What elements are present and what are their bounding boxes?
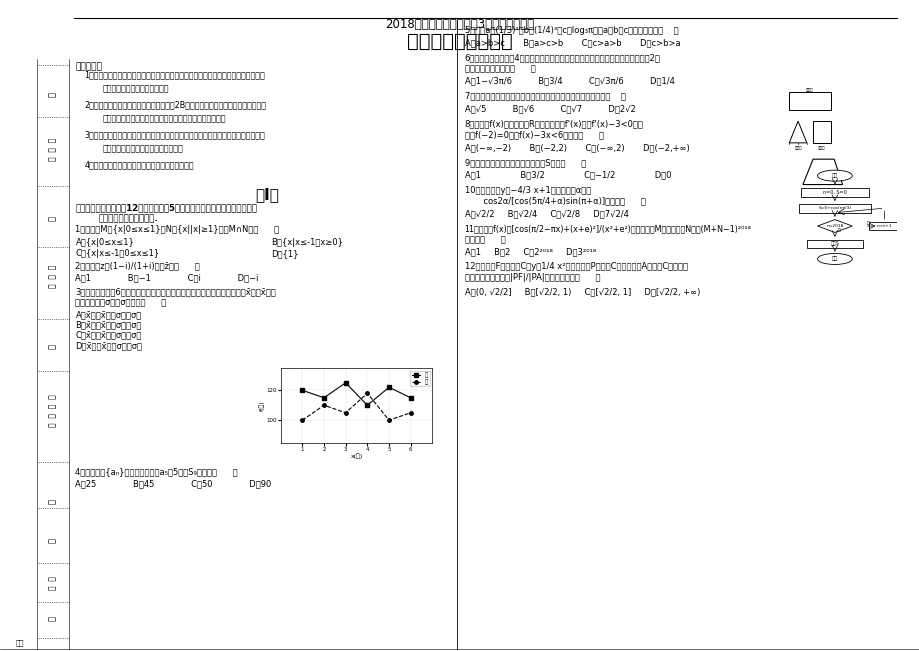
Text: cos2α/[cos(5π/4+α)sin(π+α)]的值为（      ）: cos2α/[cos(5π/4+α)sin(π+α)]的值为（ ） [464, 197, 645, 206]
Text: 3．非选择题的作答：用签字笔直接答在答题卡上对应的答题区域内。写在试题卷、草: 3．非选择题的作答：用签字笔直接答在答题卡上对应的答题区域内。写在试题卷、草 [85, 130, 265, 139]
Text: 1．设集合M＝{x|0≤x≤1}，N＝{x||x|≥1}，则M∩N＝（      ）: 1．设集合M＝{x|0≤x≤1}，N＝{x||x|≥1}，则M∩N＝（ ） [75, 225, 279, 234]
Text: A．a>b>c       B．a>c>b       C．c>a>b       D．c>b>a: A．a>b>c B．a>c>b C．c>a>b D．c>b>a [464, 38, 679, 48]
Text: 10．已知直线y＝−4/3 x+1的倾斜角为α，则: 10．已知直线y＝−4/3 x+1的倾斜角为α，则 [464, 186, 590, 195]
Text: A．1               B．3/2               C．−1/2               D．0: A．1 B．3/2 C．−1/2 D．0 [464, 171, 670, 180]
Text: A．√2/2     B．√2/4     C．√2/8     D．7√2/4: A．√2/2 B．√2/4 C．√2/8 D．7√2/4 [464, 209, 628, 218]
Text: 有一项是符合题目要求的.: 有一项是符合题目要求的. [98, 214, 158, 223]
Bar [800, 187, 868, 197]
Text: 其对称轴的交点，则|PF|/|PA|的取值范围是（      ）: 其对称轴的交点，则|PF|/|PA|的取值范围是（ ） [464, 273, 599, 283]
Text: B．{x|x≤-1或x≥0}: B．{x|x≤-1或x≥0} [271, 238, 343, 247]
Text: 2018届高三好教育云平台3月份内部特供卷: 2018届高三好教育云平台3月份内部特供卷 [385, 18, 534, 31]
Text: 的值为（      ）: 的值为（ ） [464, 235, 505, 244]
Text: 卷: 卷 [48, 538, 57, 543]
Bar [798, 204, 870, 213]
Text: A．1−√3π/6          B．3/4          C．√3π/6          D．1/4: A．1−√3π/6 B．3/4 C．√3π/6 D．1/4 [464, 77, 674, 86]
Text: 密: 密 [48, 92, 57, 97]
Text: 11．设函数f(x)＝[cos(π/2−πx)+(x+e)²]/(x²+e²)的最大值为M，最小值为N，则(M+N−1)²⁰¹⁸: 11．设函数f(x)＝[cos(π/2−πx)+(x+e)²]/(x²+e²)的… [464, 224, 751, 233]
Text: n<2018: n<2018 [825, 224, 843, 228]
Text: 2．选择题的作答：每个题选出答案后，用2B铅笔把答题卡上对应题目的答案标号涂: 2．选择题的作答：每个题选出答案后，用2B铅笔把答题卡上对应题目的答案标号涂 [85, 100, 267, 109]
Text: 码粘贴在答题卡上的指定位置。: 码粘贴在答题卡上的指定位置。 [103, 85, 169, 94]
Text: 否: 否 [836, 229, 839, 232]
Line: 乙: 乙 [301, 391, 412, 422]
Text: A．x̄甲＜x̄乙，σ甲＜σ乙: A．x̄甲＜x̄乙，σ甲＜σ乙 [75, 310, 142, 319]
Text: A．1     B．2     C．2²⁰¹⁸     D．3²⁰¹⁸: A．1 B．2 C．2²⁰¹⁸ D．3²⁰¹⁸ [464, 247, 596, 256]
甲 [340, 379, 351, 387]
Text: 是: 是 [867, 221, 868, 225]
Text: 侧视图: 侧视图 [818, 191, 825, 195]
Text: C．{x|x≤-1或0≤x≤1}: C．{x|x≤-1或0≤x≤1} [75, 249, 160, 258]
Text: D．x̄甲＞x̄乙，σ甲＞σ乙: D．x̄甲＞x̄乙，σ甲＞σ乙 [75, 341, 142, 350]
乙 [361, 389, 372, 397]
Text: 2．若复数z＝(1−i)/(1+i)，则z̄＝（      ）: 2．若复数z＝(1−i)/(1+i)，则z̄＝（ ） [75, 262, 200, 271]
Text: 考  场  号: 考 场 号 [48, 265, 57, 288]
Bar [868, 222, 899, 230]
乙 [297, 417, 308, 424]
Text: 4．考试结束后，请将本试题卷和答题卡一并上交。: 4．考试结束后，请将本试题卷和答题卡一并上交。 [85, 160, 194, 169]
Ellipse shape [817, 170, 851, 181]
甲 [361, 401, 372, 409]
Text: 高三文科数学（二）: 高三文科数学（二） [407, 31, 512, 51]
Text: 5．已知a＝(1/3)²，b＝(1/4)³，c＝log₃π，则a，b，c的大小关系为（    ）: 5．已知a＝(1/3)²，b＝(1/4)³，c＝log₃π，则a，b，c的大小关… [464, 26, 677, 35]
Text: 标准差分别为σ甲、σ乙，则（      ）: 标准差分别为σ甲、σ乙，则（ ） [75, 298, 166, 307]
Text: 区域内爬行的概率为（      ）: 区域内爬行的概率为（ ） [464, 64, 535, 74]
Text: 侧视图: 侧视图 [817, 146, 824, 150]
Text: 班级: 班级 [16, 640, 25, 646]
甲 [297, 386, 308, 394]
Text: D．{1}: D．{1} [271, 249, 299, 258]
Text: 稿纸和答题卡上的非答题区域均无效。: 稿纸和答题卡上的非答题区域均无效。 [103, 145, 184, 154]
Text: n=0, S=0: n=0, S=0 [823, 189, 845, 195]
Text: A．√5          B．√6          C．√7          D．2√2: A．√5 B．√6 C．√7 D．2√2 [464, 104, 635, 113]
乙 [340, 409, 351, 417]
Text: A．25              B．45              C．50              D．90: A．25 B．45 C．50 D．90 [75, 479, 271, 488]
乙 [404, 409, 415, 417]
Text: 正视图: 正视图 [793, 146, 801, 150]
Text: S=S+cos(nπ/3): S=S+cos(nπ/3) [818, 206, 850, 210]
Text: 注意事项：: 注意事项： [75, 62, 102, 71]
Text: 开始: 开始 [831, 173, 837, 178]
甲 [318, 394, 329, 402]
甲 [383, 383, 394, 391]
Text: 一、选择题：本大题共12小题，每小题5分，在每小题给出的四个选项中，只: 一、选择题：本大题共12小题，每小题5分，在每小题给出的四个选项中，只 [75, 203, 257, 212]
Text: 俯视图: 俯视图 [805, 89, 812, 92]
Text: A．{x|0≤x≤1}: A．{x|0≤x≤1} [75, 238, 134, 247]
Text: A．(0, √2/2]     B．[√2/2, 1)     C．[√2/2, 1]     D．[√2/2, +∞): A．(0, √2/2] B．[√2/2, 1) C．[√2/2, 1] D．[√… [464, 287, 699, 296]
Text: 6．一只蚂蚁在边长为4的正三角形区域内随机爬行，则它在离三个顶点距离都大于2的: 6．一只蚂蚁在边长为4的正三角形区域内随机爬行，则它在离三个顶点距离都大于2的 [464, 53, 660, 62]
Text: 7．已知某几何体的三视图如图所示，则该几何体的最大边长为（    ）: 7．已知某几何体的三视图如图所示，则该几何体的最大边长为（ ） [464, 92, 625, 101]
Text: 立，f(−2)=0，则f(x)−3x<6解集为（      ）: 立，f(−2)=0，则f(x)−3x<6解集为（ ） [464, 130, 603, 139]
乙 [383, 417, 394, 424]
Text: A．(−∞,−2)       B．(−2,2)       C．(−∞,2)       D．(−2,+∞): A．(−∞,−2) B．(−2,2) C．(−∞,2) D．(−2,+∞) [464, 143, 688, 152]
Text: 12．已知点F是抛物线C：y＝1/4 x²的焦点，点P为曲线C上的动点，A为曲线C的准线与: 12．已知点F是抛物线C：y＝1/4 x²的焦点，点P为曲线C上的动点，A为曲线… [464, 262, 687, 271]
Line: 甲: 甲 [301, 381, 412, 407]
Text: 此: 此 [48, 616, 57, 621]
甲 [404, 394, 415, 402]
Text: 9．执行如图的程序框图，则输出的S值为（      ）: 9．执行如图的程序框图，则输出的S值为（ ） [464, 158, 585, 167]
Text: 不: 不 [48, 344, 57, 349]
X-axis label: x(次): x(次) [350, 453, 362, 459]
Text: 黑。写在试题卷、草稿纸和答题卡上的非答题区域均无效。: 黑。写在试题卷、草稿纸和答题卡上的非答题区域均无效。 [103, 115, 226, 124]
Text: 第Ⅰ卷: 第Ⅰ卷 [255, 187, 278, 202]
Text: B．x̄甲＜x̄乙，σ甲＞σ乙: B．x̄甲＜x̄乙，σ甲＞σ乙 [75, 320, 142, 329]
Text: 输出S: 输出S [830, 242, 838, 246]
Legend: 甲, 乙: 甲, 乙 [410, 370, 429, 386]
Text: 结束: 结束 [831, 256, 837, 262]
Text: 1．答题前，先将自己的姓名、准考证号填写在试题卷和答题卡上，并将准考证号条形: 1．答题前，先将自己的姓名、准考证号填写在试题卷和答题卡上，并将准考证号条形 [85, 70, 265, 79]
Bar [806, 240, 862, 248]
Text: 姓  名: 姓 名 [48, 575, 57, 590]
Text: n=n+1: n=n+1 [876, 224, 891, 228]
Ellipse shape [817, 253, 851, 264]
Text: A．1              B．−1              C．i              D．−i: A．1 B．−1 C．i D．−i [75, 273, 258, 283]
乙 [318, 401, 329, 409]
Text: 绑: 绑 [48, 215, 57, 221]
Text: 准  考  证  号: 准 考 证 号 [48, 394, 57, 426]
Text: C．x̄甲＞x̄乙，σ甲＜σ乙: C．x̄甲＞x̄乙，σ甲＜σ乙 [75, 331, 142, 340]
Text: 3．甲乙两名同学6次考试的成绩统计如下图，甲乙两组数据的平均数分别为x̄甲、x̄乙，: 3．甲乙两名同学6次考试的成绩统计如下图，甲乙两组数据的平均数分别为x̄甲、x̄… [75, 287, 276, 296]
Y-axis label: f(分): f(分) [258, 400, 265, 411]
Text: 8．若函数f(x)的定义域为R，其导函数为f'(x)，若f'(x)−3<0恒成: 8．若函数f(x)的定义域为R，其导函数为f'(x)，若f'(x)−3<0恒成 [464, 119, 642, 128]
Text: 区: 区 [48, 499, 57, 504]
Text: 座  位  号: 座 位 号 [48, 138, 57, 161]
Text: 4．已知数列{aₙ}为等差数列，且a₅＝5，则S₉的值为（      ）: 4．已知数列{aₙ}为等差数列，且a₅＝5，则S₉的值为（ ） [75, 467, 238, 477]
